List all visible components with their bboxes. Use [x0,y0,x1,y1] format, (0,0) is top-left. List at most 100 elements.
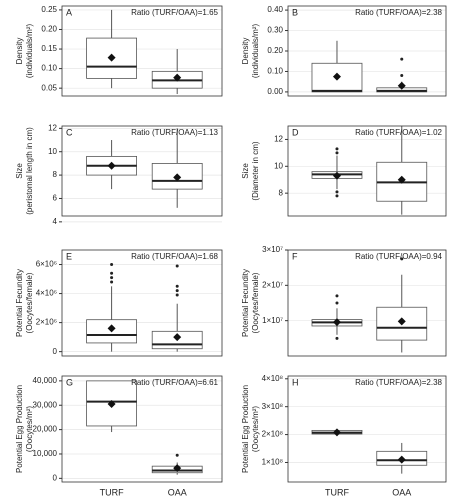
outlier [335,301,339,305]
outlier [335,194,339,198]
y-tick-label: 4 [53,217,58,226]
outlier [400,257,404,261]
outlier [335,151,339,155]
y-tick-label: 12 [274,135,283,144]
y-tick-label: 8 [53,170,58,179]
y-tick-label: 1×10⁷ [262,316,283,325]
outlier [400,57,404,61]
outlier [175,264,179,268]
y-tick-label: 1×10⁸ [262,458,283,467]
mean [173,173,182,182]
y-tick-label: 3×10⁸ [262,402,283,411]
mean [397,175,406,184]
plot-border [287,5,447,97]
panel-letter: E [66,251,72,261]
y-tick-label: 0.25 [41,5,57,14]
mean [397,317,406,326]
outlier [175,293,179,297]
panel-letter: F [292,251,298,261]
y-tick-label: 4×10⁸ [262,374,283,383]
annotation: Ratio (TURF/OAA)=6.61 [131,378,218,387]
y-tick-label: 6×10⁶ [36,260,57,269]
mean [332,72,341,81]
y-tick-label: 4×10⁶ [36,289,57,298]
mean [173,464,182,473]
y-tick-label: 8 [279,188,284,197]
plot-border [61,249,223,357]
outlier [175,284,179,288]
annotation: Ratio (TURF/OAA)=1.02 [355,128,442,137]
y-axis-label: Potential Egg Production [241,385,250,473]
y-tick-label: 10 [48,147,57,156]
y-axis-label: (Diameter in cm) [251,141,260,200]
outlier [335,190,339,194]
mean [107,161,116,170]
panel-letter: B [292,7,298,17]
outlier [335,294,339,298]
y-tick-label: 10,000 [33,449,58,458]
x-tick-label: TURF [325,487,349,497]
annotation: Ratio (TURF/OAA)=2.38 [355,378,442,387]
mean [107,400,116,409]
panel-letter: C [66,127,73,137]
annotation: Ratio (TURF/OAA)=2.38 [355,8,442,17]
y-tick-label: 0.00 [267,87,283,96]
mean [173,333,182,342]
y-tick-label: 10 [274,161,283,170]
y-axis-label: (peristomal length in cm) [25,127,34,215]
y-axis-label: (Oocytes/female) [25,272,34,333]
x-tick-label: TURF [100,487,124,497]
y-tick-label: 0 [53,347,58,356]
y-axis-label: (individuals/m²) [25,24,34,79]
y-tick-label: 2×10⁶ [36,318,57,327]
x-tick-label: OAA [168,487,187,497]
outlier [110,271,114,275]
mean [107,324,116,333]
annotation: Ratio (TURF/OAA)=0.94 [355,252,442,261]
outlier [335,336,339,340]
y-tick-label: 40,000 [33,376,58,385]
mean [332,171,341,180]
panel-letter: H [292,377,299,387]
y-axis-label: Potential Fecundity [15,269,24,337]
panel-letter: A [66,7,72,17]
plot-border [61,375,223,483]
y-axis-label: Size [241,163,250,179]
outlier [400,74,404,78]
y-tick-label: 0.15 [41,44,57,53]
mean [332,428,341,437]
plot-border [61,125,223,217]
y-axis-label: Density [15,38,24,65]
panel-letter: D [292,127,299,137]
y-tick-label: 2×10⁸ [262,430,283,439]
y-tick-label: 0.05 [41,83,57,92]
plot-area [288,376,446,482]
outlier [110,280,114,284]
y-tick-label: 0.20 [41,25,57,34]
y-tick-label: 12 [48,123,57,132]
plot-border [287,249,447,357]
annotation: Ratio (TURF/OAA)=1.68 [131,252,218,261]
mean [173,73,182,82]
y-axis-label: Potential Fecundity [241,269,250,337]
y-axis-label: (Oocytes/female) [251,272,260,333]
y-tick-label: 20,000 [33,425,58,434]
plot-border [61,5,223,97]
y-tick-label: 0.40 [267,5,283,14]
outlier [335,147,339,151]
y-axis-label: Size [15,163,24,179]
y-tick-label: 3×10⁷ [262,245,283,254]
annotation: Ratio (TURF/OAA)=1.65 [131,8,218,17]
y-axis-label: Potential Egg Production [15,385,24,473]
x-tick-label: OAA [392,487,411,497]
plot-border [287,125,447,217]
plot-border [287,375,447,483]
outlier [175,289,179,293]
mean [397,81,406,90]
outlier [110,263,114,267]
y-tick-label: 6 [53,194,58,203]
y-axis-label: (Oocytes/m²) [25,406,34,453]
y-tick-label: 0.10 [41,64,57,73]
y-tick-label: 0 [53,473,58,482]
